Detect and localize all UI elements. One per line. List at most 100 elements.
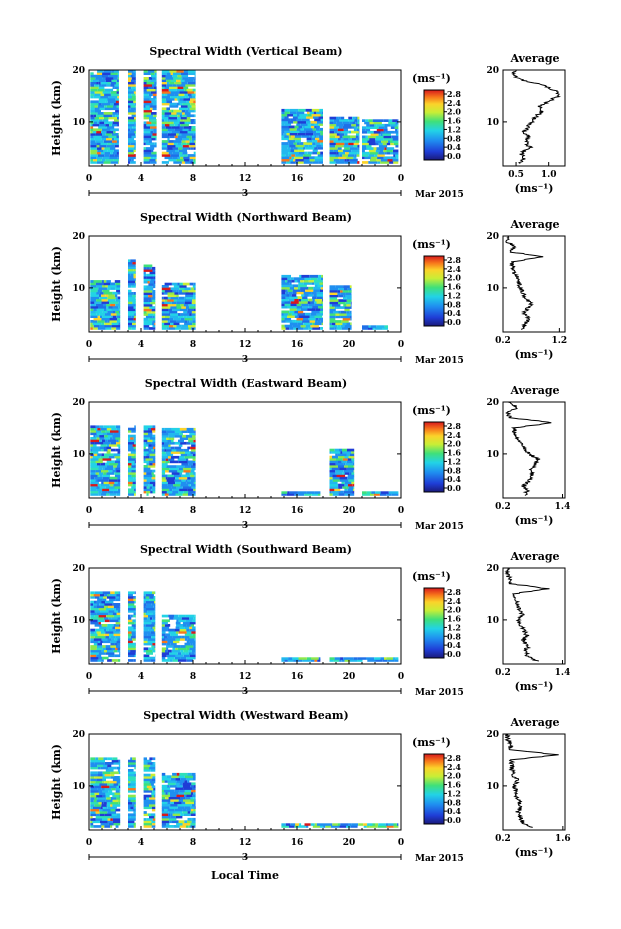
x-tick-label: 16	[291, 838, 304, 848]
data-block	[128, 425, 136, 496]
y-axis-label: Height (km)	[50, 578, 63, 654]
colorbar-tick-label: 1.6	[447, 282, 461, 292]
colorbar-tick-label: 1.2	[447, 124, 461, 134]
colorbar-tick-label: 0.0	[447, 815, 461, 825]
profile-y-tick-label: 10	[486, 284, 499, 294]
colorbar-tick-label: 2.0	[447, 605, 461, 615]
x-tick-label: 20	[343, 340, 356, 350]
profile-line	[504, 733, 559, 828]
x-tick-label: 16	[291, 340, 304, 350]
data-block	[143, 757, 156, 828]
colorbar	[423, 587, 445, 659]
profile-x-tick-label: 0.2	[495, 502, 511, 512]
heatmap-data	[90, 757, 399, 828]
y-axis-label: Height (km)	[50, 412, 63, 488]
colorbar-tick-label: 0.8	[447, 631, 461, 641]
profile-line	[505, 401, 552, 496]
profile-y-tick-label: 10	[486, 118, 499, 128]
x-tick-label: 20	[343, 506, 356, 516]
colorbar-tick-label: 0.8	[447, 299, 461, 309]
colorbar-unit-label: (ms⁻¹)	[412, 404, 451, 417]
panel-title: Spectral Width (Northward Beam)	[140, 211, 352, 224]
x-tick-label: 0	[398, 174, 404, 184]
data-block	[161, 772, 196, 828]
colorbar-tick-label: 0.4	[447, 308, 461, 318]
colorbar-tick-label: 0.4	[447, 474, 461, 484]
x-tick-label: 0	[86, 672, 92, 682]
month-label: Mar 2015	[415, 522, 464, 532]
colorbar-tick-label: 2.8	[447, 753, 461, 763]
profile-y-tick-label: 20	[486, 66, 499, 76]
x-tick-label: 20	[343, 838, 356, 848]
colorbar-tick-label: 2.4	[447, 264, 461, 274]
panel-5: Spectral Width (Westward Beam) 0 4 8 12 16 20 0…	[50, 709, 571, 864]
colorbar-tick-label: 2.4	[447, 98, 461, 108]
colorbar-tick-label: 0.4	[447, 806, 461, 816]
data-block	[281, 108, 323, 164]
profile-title: Average	[509, 550, 559, 563]
y-tick-label: 20	[72, 66, 85, 76]
y-axis-label: Height (km)	[50, 80, 63, 156]
profile-title: Average	[509, 52, 559, 65]
data-block	[161, 614, 196, 662]
colorbar-tick-label: 2.8	[447, 587, 461, 597]
colorbar	[423, 421, 445, 493]
colorbar-tick-label: 0.8	[447, 797, 461, 807]
profile-x-label: (ms⁻¹)	[515, 182, 554, 195]
data-block	[90, 280, 121, 330]
panel-title: Spectral Width (Westward Beam)	[143, 709, 348, 722]
colorbar-tick-label: 1.2	[447, 290, 461, 300]
profile-title: Average	[509, 384, 559, 397]
profile-y-tick-label: 20	[486, 564, 499, 574]
x-tick-label: 4	[138, 672, 144, 682]
month-label: Mar 2015	[415, 356, 464, 366]
colorbar-tick-label: 1.2	[447, 788, 461, 798]
y-tick-label: 10	[72, 284, 85, 294]
colorbar-tick-label: 0.0	[447, 317, 461, 327]
data-block	[362, 325, 388, 330]
colorbar-tick-label: 0.0	[447, 483, 461, 493]
profile-x-tick-label: 1.0	[541, 170, 557, 180]
panel-title: Spectral Width (Eastward Beam)	[145, 377, 347, 390]
colorbar-tick-label: 1.2	[447, 622, 461, 632]
x-tick-label: 8	[190, 174, 196, 184]
colorbar-unit-label: (ms⁻¹)	[412, 736, 451, 749]
x-tick-label: 0	[86, 838, 92, 848]
colorbar-tick-label: 2.4	[447, 762, 461, 772]
profile-y-tick-label: 10	[486, 616, 499, 626]
x-tick-label: 0	[398, 838, 404, 848]
colorbar-tick-label: 0.8	[447, 133, 461, 143]
heatmap-data	[90, 425, 399, 496]
x-tick-label: 12	[239, 174, 252, 184]
colorbar-tick-label: 2.8	[447, 255, 461, 265]
panel-3: Spectral Width (Eastward Beam) 0 4 8 12 16 20 0…	[50, 377, 570, 532]
data-block	[161, 427, 196, 496]
profile-y-tick-label: 20	[486, 398, 499, 408]
panel-title: Spectral Width (Southward Beam)	[140, 543, 352, 556]
x-tick-label: 0	[86, 174, 92, 184]
data-block	[143, 70, 157, 164]
y-tick-label: 20	[72, 398, 85, 408]
x-tick-label: 8	[190, 672, 196, 682]
profile-x-tick-label: 0.2	[495, 336, 511, 346]
colorbar-tick-label: 2.8	[447, 89, 461, 99]
profile-x-tick-label: 0.5	[508, 170, 524, 180]
date-label: 3	[242, 521, 248, 531]
profile-x-label: (ms⁻¹)	[515, 514, 554, 527]
x-tick-label: 8	[190, 506, 196, 516]
date-label: 3	[242, 853, 248, 863]
x-tick-label: 16	[291, 506, 304, 516]
data-block	[329, 116, 360, 164]
x-tick-label: 4	[138, 838, 144, 848]
profile-title: Average	[509, 716, 559, 729]
profile-frame	[502, 567, 566, 665]
profile-y-tick-label: 20	[486, 232, 499, 242]
data-block	[128, 259, 136, 330]
colorbar-tick-label: 0.4	[447, 640, 461, 650]
colorbar-tick-label: 2.0	[447, 771, 461, 781]
colorbar	[423, 89, 445, 161]
y-tick-label: 10	[72, 118, 85, 128]
panel-2: Spectral Width (Northward Beam) 0 4 8 12 16 20…	[50, 211, 567, 366]
heatmap-data	[90, 591, 399, 662]
